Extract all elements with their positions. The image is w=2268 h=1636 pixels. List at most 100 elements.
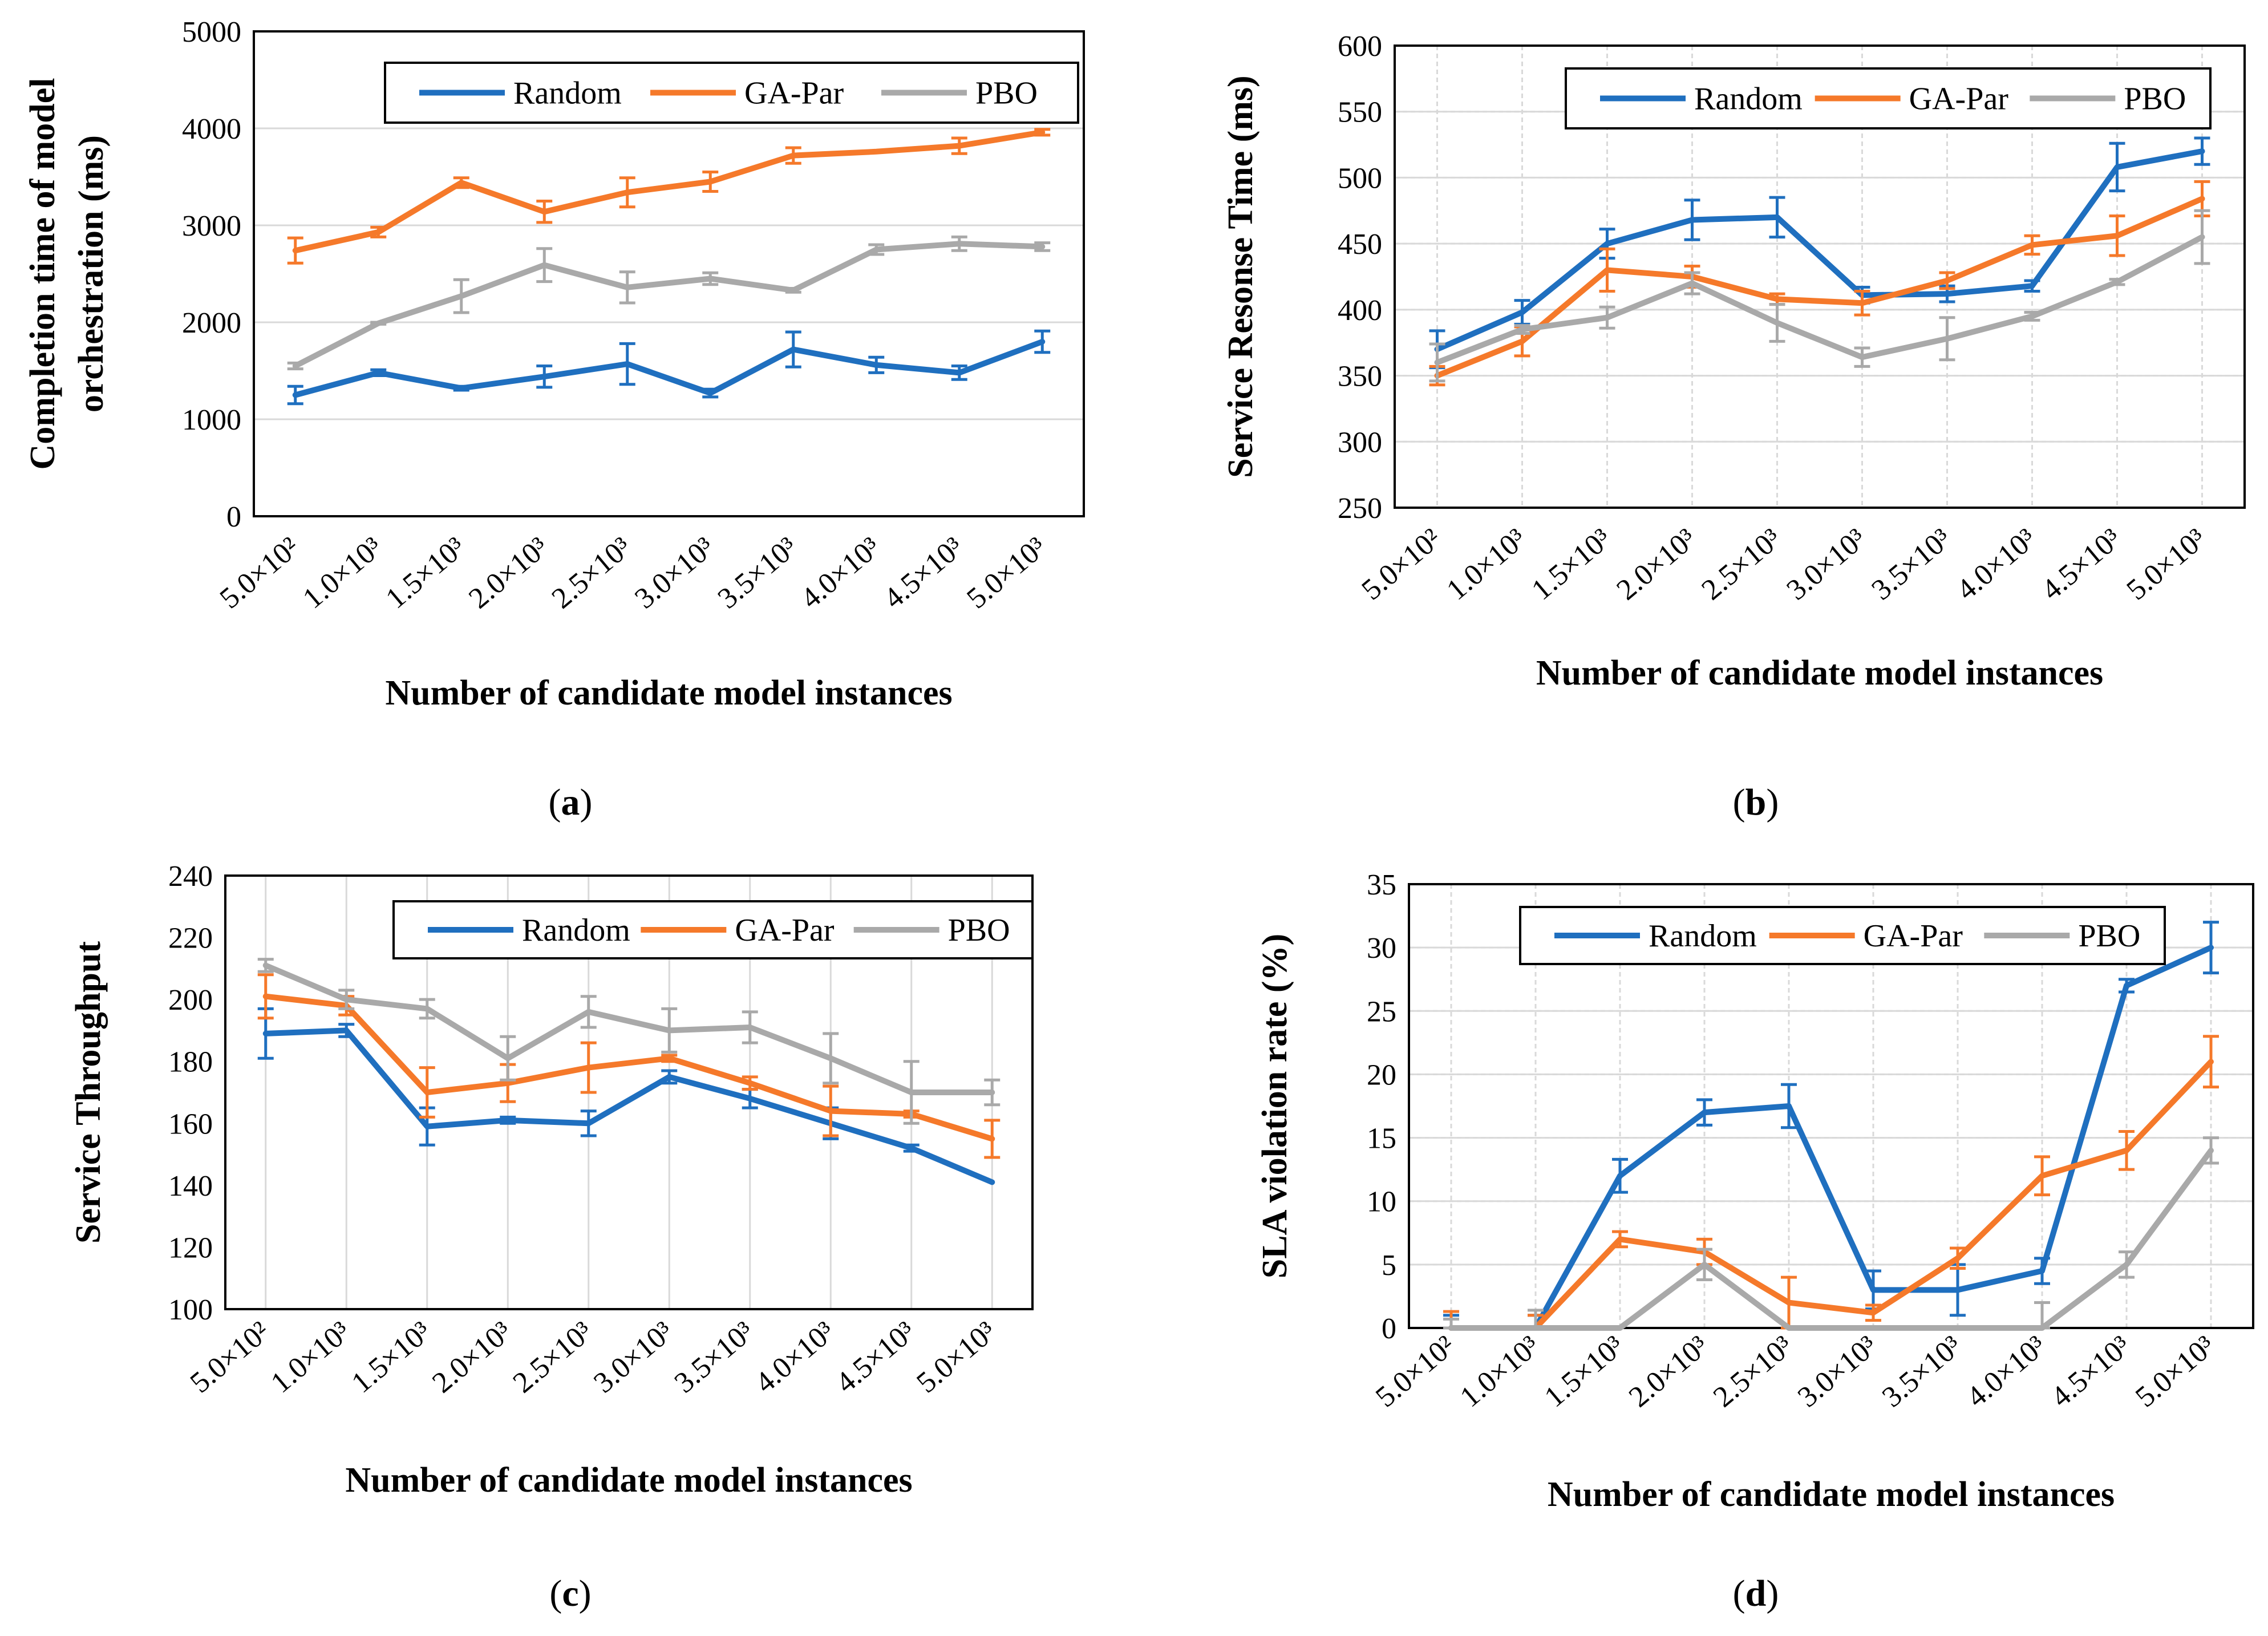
data-point	[910, 1091, 913, 1094]
data-point	[958, 145, 961, 147]
data-point	[507, 1057, 509, 1059]
data-point	[1861, 356, 1864, 358]
data-point	[460, 295, 463, 297]
data-point	[626, 191, 629, 193]
series-line	[1448, 945, 2214, 1331]
data-point	[377, 231, 379, 233]
data-point	[588, 1067, 590, 1069]
data-point	[2041, 1327, 2043, 1329]
data-point	[1041, 341, 1043, 343]
y-tick-label: 140	[168, 1170, 213, 1202]
x-tick-label: 3.0×10³	[588, 1315, 679, 1400]
data-point	[2125, 985, 2128, 987]
data-point	[1861, 302, 1864, 304]
x-tick-label: 2.5×10³	[546, 531, 638, 615]
data-point	[1788, 1327, 1790, 1329]
data-point	[1619, 1238, 1621, 1240]
series-ga-par	[1443, 1035, 2219, 1331]
panel-b-caption: (b)	[1733, 781, 1779, 823]
series-random	[257, 1007, 995, 1185]
data-point	[991, 1137, 993, 1140]
data-point	[792, 155, 795, 157]
data-point	[2041, 1175, 2043, 1177]
data-point	[1776, 298, 1779, 300]
data-point	[2116, 281, 2119, 283]
data-point	[749, 1026, 751, 1028]
data-point	[265, 995, 267, 998]
data-point	[543, 375, 545, 378]
data-point	[668, 1076, 670, 1078]
data-point	[709, 392, 711, 394]
data-point	[1521, 311, 1524, 313]
y-tick-label: 20	[1367, 1059, 1396, 1091]
panel-a-chart: 0 1000 2000 3000 4000 5000 5.0×10²1.0×10³1.5×1…	[23, 16, 1085, 712]
data-point	[426, 1125, 428, 1128]
series-line	[292, 241, 1046, 369]
data-point	[668, 1057, 670, 1059]
data-point	[1788, 1302, 1790, 1304]
series-line	[1448, 1059, 2214, 1331]
data-point	[2201, 197, 2204, 200]
data-point	[1703, 1264, 1706, 1266]
data-point	[1041, 131, 1043, 133]
x-tick-label: 3.5×10³	[669, 1315, 760, 1400]
data-point	[1946, 293, 1949, 295]
legend-label: GA-Par	[1909, 82, 2009, 117]
data-point	[2031, 315, 2034, 317]
series-line	[292, 339, 1046, 398]
y-tick-label: 200	[168, 984, 213, 1017]
legend-label: Random	[1694, 82, 1803, 117]
x-tick-label: 1.0×10³	[1454, 1330, 1546, 1414]
data-point	[958, 242, 961, 245]
data-point	[2116, 234, 2119, 237]
y-tick-label: 550	[1338, 96, 1382, 129]
x-tick-label: 3.5×10³	[1876, 1330, 1968, 1414]
y-tick-label: 10	[1367, 1186, 1396, 1218]
legend-label: GA-Par	[735, 913, 835, 948]
data-point	[377, 371, 379, 374]
y-tick-label: 2000	[182, 307, 241, 339]
data-point	[294, 365, 297, 367]
data-point	[1041, 245, 1043, 248]
data-point	[991, 1181, 993, 1183]
panel-c-chart: 100 120 140 160 180 200 220 240 5.0×10²1.0×10³1.…	[69, 860, 1034, 1500]
panel-c-caption-letter: c	[562, 1573, 578, 1614]
data-point	[2201, 150, 2204, 152]
series-line	[1434, 234, 2205, 366]
panel-d-caption: (d)	[1733, 1573, 1779, 1614]
series-line	[1434, 196, 2205, 379]
series-pbo	[1443, 1136, 2219, 1331]
x-tick-label: 1.0×10³	[297, 531, 388, 615]
data-point	[265, 1032, 267, 1035]
x-tick-label: 1.0×10³	[1441, 523, 1533, 607]
x-tick-label: 1.5×10³	[346, 1315, 438, 1400]
data-point	[1946, 280, 1949, 282]
data-point	[1619, 1327, 1621, 1329]
series-pbo	[257, 958, 1001, 1125]
x-tick-label: 1.5×10³	[1538, 1330, 1630, 1414]
data-point	[829, 1057, 832, 1059]
data-point	[1776, 322, 1779, 324]
x-tick-label: 3.0×10³	[629, 531, 720, 615]
y-axis-title: SLA violation rate (%)	[1256, 934, 1294, 1278]
data-point	[1776, 216, 1779, 218]
data-point	[1436, 361, 1439, 363]
y-tick-label: 100	[168, 1294, 213, 1326]
y-tick-label: 35	[1367, 869, 1396, 901]
legend-label: GA-Par	[1864, 918, 1963, 954]
data-point	[991, 1091, 993, 1094]
data-point	[749, 1098, 751, 1100]
data-point	[345, 1029, 347, 1031]
x-tick-label: 2.0×10³	[463, 531, 554, 615]
x-tick-label: 4.0×10³	[1961, 1330, 2052, 1414]
plot-frame	[253, 30, 1085, 517]
x-axis-title: Number of candidate model instances	[345, 1461, 912, 1500]
x-tick-label: 4.0×10³	[795, 531, 886, 615]
x-tick-label: 2.0×10³	[1623, 1330, 1715, 1414]
legend: Random GA-Par PBO	[392, 900, 1034, 959]
y-tick-label: 350	[1338, 361, 1382, 393]
data-point	[460, 181, 463, 184]
series-random	[1443, 921, 2219, 1331]
panel-b-caption-letter: b	[1745, 781, 1767, 823]
